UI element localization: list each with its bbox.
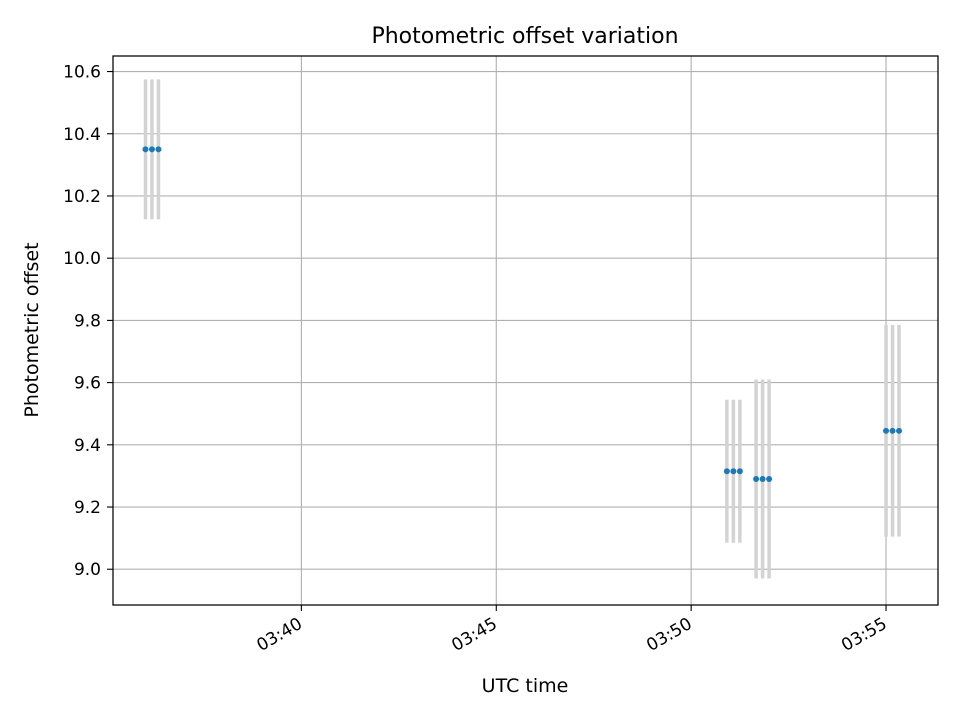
y-tick-label: 10.4: [63, 125, 101, 145]
y-tick-label: 9.4: [74, 436, 101, 456]
data-point: [736, 468, 743, 475]
y-axis-label: Photometric offset: [21, 242, 43, 417]
x-axis-label: UTC time: [482, 675, 569, 697]
data-point: [148, 146, 155, 153]
data-point: [753, 476, 760, 483]
data-point: [759, 476, 766, 483]
data-point: [155, 146, 162, 153]
data-point: [883, 427, 890, 434]
data-point: [723, 468, 730, 475]
y-tick-label: 9.0: [74, 560, 101, 580]
y-axis: 9.0 9.2 9.4 9.6 9.8 10.0 10.2 10.4 10.6: [63, 63, 113, 580]
grid: [113, 56, 938, 605]
data-point: [766, 476, 773, 483]
y-tick-label: 10.6: [63, 63, 101, 83]
y-tick-label: 9.8: [74, 311, 101, 331]
data-point: [896, 427, 903, 434]
points: [142, 146, 903, 483]
data-point: [889, 427, 896, 434]
chart-title: Photometric offset variation: [371, 24, 678, 49]
plot-area: [113, 56, 938, 605]
y-tick-label: 9.2: [74, 498, 101, 518]
data-point: [142, 146, 149, 153]
y-tick-label: 10.2: [63, 187, 101, 207]
data-point: [730, 468, 737, 475]
plot-frame: [112, 55, 939, 606]
y-tick-label: 10.0: [63, 249, 101, 269]
y-tick-label: 9.6: [74, 374, 101, 394]
